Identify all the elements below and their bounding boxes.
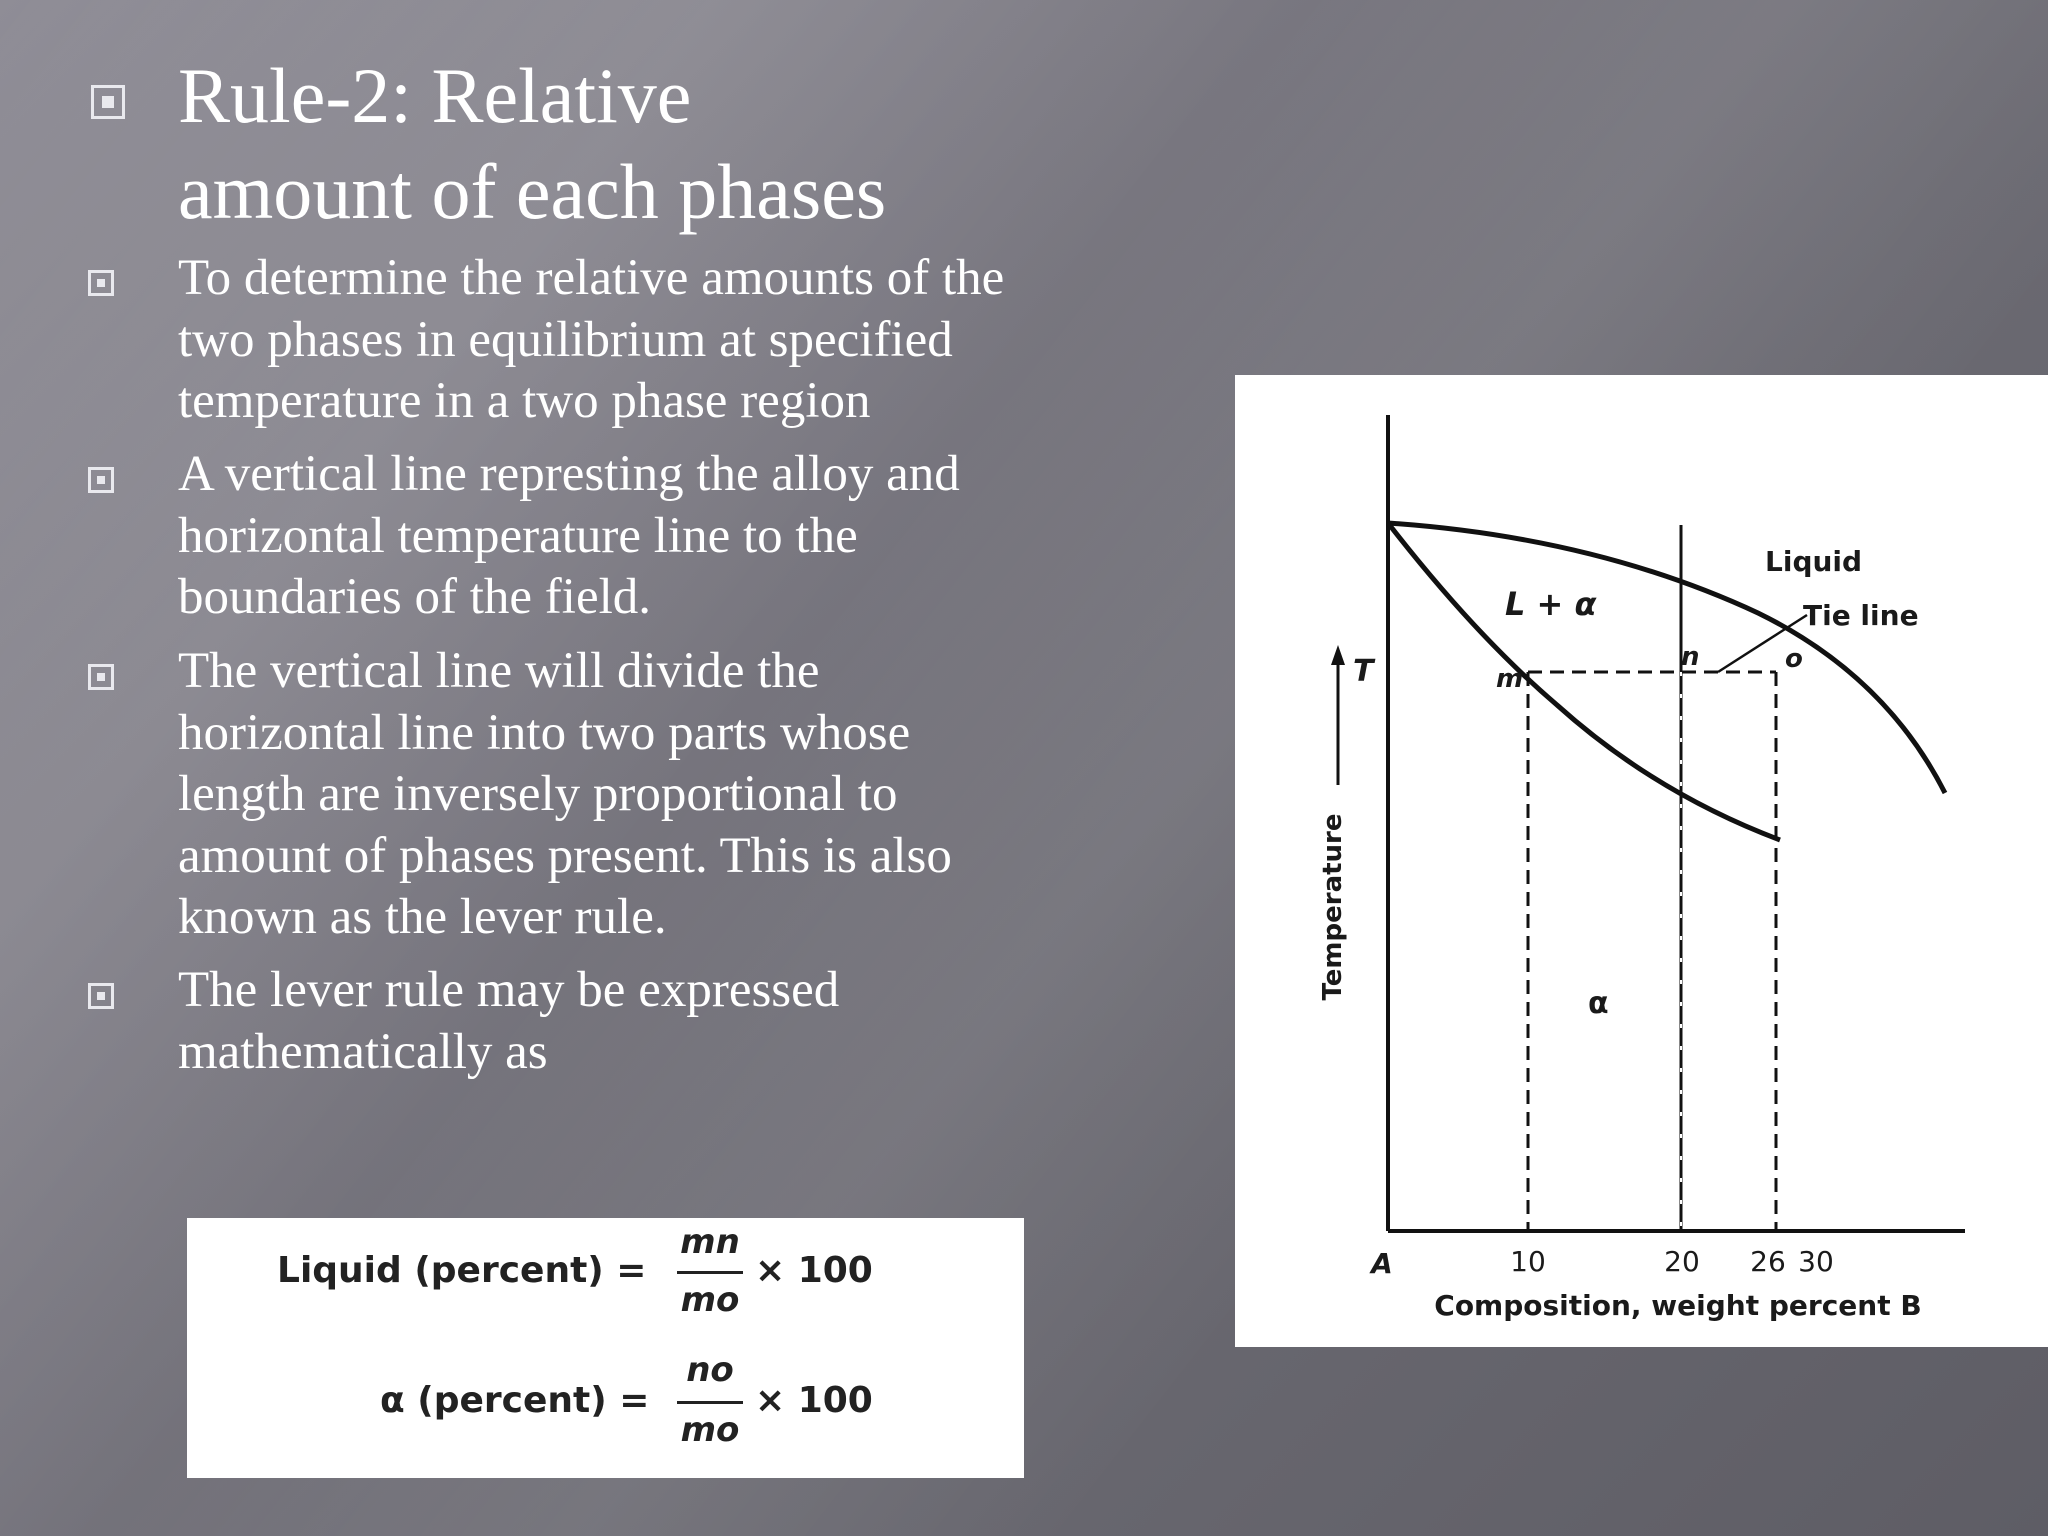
alpha-fraction-bar <box>677 1401 743 1404</box>
solidus-curve <box>1386 521 1781 843</box>
tie-line-pointer <box>1717 613 1808 674</box>
point-o-label: o <box>1785 644 1803 674</box>
bullet-line: amount of phases present. This is also <box>178 827 952 884</box>
title-line-2: amount of each phases <box>178 148 887 235</box>
bullet-line: length are inversely proportional to <box>178 766 898 822</box>
alpha-multiplier: × 100 <box>755 1380 873 1421</box>
slide-title: Rule-2: Relative amount of each phases <box>178 48 1078 240</box>
tie-line-label: Tie line <box>1803 599 1919 632</box>
bullet-paragraph-2: A vertical line represting the alloy and… <box>178 444 1138 629</box>
bullet-line: two phases in equilibrium at specified <box>178 311 953 368</box>
point-m-label: m <box>1496 664 1523 694</box>
x-tick-label: 10 <box>1510 1245 1546 1278</box>
title-bullet-icon <box>91 85 125 119</box>
title-line-1: Rule-2: Relative <box>178 52 692 139</box>
bullet-line: temperature in a two phase region <box>178 373 871 429</box>
liquid-numerator: mn <box>680 1222 740 1262</box>
bullet-paragraph-4: The lever rule may be expressed mathemat… <box>178 960 1138 1083</box>
phase-diagram-svg: Temperature T Liquid Tie line L + α α m … <box>1318 415 1965 1322</box>
liquid-denominator: mo <box>680 1280 740 1320</box>
bullet-paragraph-3: The vertical line will divide the horizo… <box>178 641 1138 949</box>
alpha-numerator: no <box>686 1350 734 1390</box>
bullet-icon <box>88 983 114 1009</box>
alpha-percent-label: α (percent) = <box>380 1380 650 1421</box>
liquid-multiplier: × 100 <box>755 1250 873 1291</box>
temperature-arrow-head <box>1331 645 1345 665</box>
bullet-line: horizontal temperature line to the <box>178 507 858 564</box>
x-tick-label: 26 <box>1750 1245 1786 1278</box>
bullet-line: known as the lever rule. <box>178 889 667 945</box>
x-tick-label: 30 <box>1798 1245 1834 1278</box>
phase-diagram: Temperature T Liquid Tie line L + α α m … <box>1235 375 2048 1347</box>
bullet-paragraph-1: To determine the relative amounts of the… <box>178 248 1138 433</box>
bullet-line: A vertical line represting the alloy and <box>178 446 960 502</box>
liquid-fraction-bar <box>677 1271 743 1274</box>
bullet-icon <box>88 467 114 493</box>
y-axis-label: Temperature <box>1318 813 1348 1000</box>
liquid-region-label: Liquid <box>1765 545 1862 578</box>
alpha-denominator: mo <box>680 1410 740 1450</box>
x-tick-label: 20 <box>1664 1245 1700 1278</box>
bullet-line: The lever rule may be expressed <box>178 962 840 1018</box>
x-origin-label: A <box>1369 1247 1393 1280</box>
t-label: T <box>1353 654 1376 689</box>
bullet-line: To determine the relative amounts of the <box>178 250 1005 306</box>
liquid-percent-label: Liquid (percent) = <box>277 1250 647 1291</box>
bullet-line: mathematically as <box>178 1023 548 1080</box>
alpha-region-label: α <box>1588 986 1609 1021</box>
x-axis-label: Composition, weight percent B <box>1434 1289 1921 1322</box>
bullet-icon <box>88 270 114 296</box>
bullet-icon <box>88 664 114 690</box>
bullet-line: horizontal line into two parts whose <box>178 704 911 761</box>
point-n-label: n <box>1681 642 1700 672</box>
lever-rule-formula: Liquid (percent) = mn mo × 100 α (percen… <box>187 1218 1024 1478</box>
liquidus-curve <box>1387 520 1948 795</box>
bullet-line: boundaries of the field. <box>178 569 652 625</box>
bullet-line: The vertical line will divide the <box>178 643 820 699</box>
two-phase-region-label: L + α <box>1505 585 1597 623</box>
